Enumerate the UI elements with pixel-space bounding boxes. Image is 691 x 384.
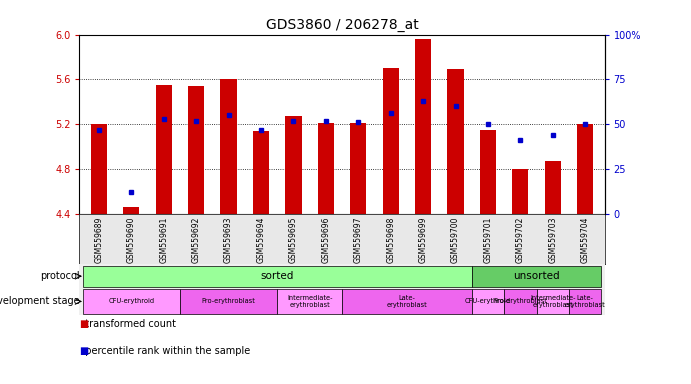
Bar xyxy=(569,288,601,314)
Text: Intermediate-
erythroblast: Intermediate- erythroblast xyxy=(287,295,332,308)
Text: Pro-erythroblast: Pro-erythroblast xyxy=(202,298,256,305)
Bar xyxy=(472,288,504,314)
Text: GSM559699: GSM559699 xyxy=(419,217,428,263)
Text: Pro-erythroblast: Pro-erythroblast xyxy=(493,298,547,305)
Bar xyxy=(472,266,601,287)
Text: transformed count: transformed count xyxy=(79,319,176,329)
Bar xyxy=(415,39,431,214)
Bar xyxy=(253,131,269,214)
Bar xyxy=(577,124,594,214)
Bar xyxy=(155,85,172,214)
Bar xyxy=(188,86,205,214)
Bar xyxy=(512,169,529,214)
Text: Intermediate-
erythroblast: Intermediate- erythroblast xyxy=(530,295,576,308)
Text: ■: ■ xyxy=(79,319,88,329)
Bar xyxy=(285,116,301,214)
Text: protocol: protocol xyxy=(40,271,79,281)
Text: GSM559701: GSM559701 xyxy=(484,217,493,263)
Text: ■: ■ xyxy=(79,346,88,356)
Text: GSM559692: GSM559692 xyxy=(191,217,200,263)
Text: GSM559696: GSM559696 xyxy=(321,217,330,263)
Text: GSM559690: GSM559690 xyxy=(127,217,136,263)
Text: GSM559703: GSM559703 xyxy=(548,217,557,263)
Text: unsorted: unsorted xyxy=(513,271,560,281)
Text: GSM559698: GSM559698 xyxy=(386,217,395,263)
Text: CFU-erythroid: CFU-erythroid xyxy=(108,298,154,305)
Bar xyxy=(318,123,334,214)
Text: GSM559691: GSM559691 xyxy=(159,217,168,263)
Text: GSM559697: GSM559697 xyxy=(354,217,363,263)
Bar xyxy=(277,288,342,314)
Bar xyxy=(123,207,140,214)
Bar xyxy=(180,288,277,314)
Bar xyxy=(383,68,399,214)
Text: GSM559704: GSM559704 xyxy=(580,217,589,263)
Text: sorted: sorted xyxy=(261,271,294,281)
Bar xyxy=(342,288,472,314)
Text: percentile rank within the sample: percentile rank within the sample xyxy=(79,346,251,356)
Bar xyxy=(504,288,536,314)
Bar xyxy=(91,124,107,214)
Text: GSM559702: GSM559702 xyxy=(516,217,525,263)
Bar xyxy=(220,79,237,214)
Bar xyxy=(83,266,472,287)
Text: GSM559694: GSM559694 xyxy=(256,217,265,263)
Text: development stage: development stage xyxy=(0,296,79,306)
Bar xyxy=(83,288,180,314)
Text: GSM559689: GSM559689 xyxy=(95,217,104,263)
Text: Late-
erythroblast: Late- erythroblast xyxy=(386,295,427,308)
Bar xyxy=(480,130,496,214)
Text: GSM559693: GSM559693 xyxy=(224,217,233,263)
Text: GSM559695: GSM559695 xyxy=(289,217,298,263)
Text: CFU-erythroid: CFU-erythroid xyxy=(465,298,511,305)
Bar xyxy=(447,70,464,214)
Bar xyxy=(536,288,569,314)
Bar xyxy=(545,161,561,214)
Text: Late-
erythroblast: Late- erythroblast xyxy=(565,295,605,308)
Text: GSM559700: GSM559700 xyxy=(451,217,460,263)
Title: GDS3860 / 206278_at: GDS3860 / 206278_at xyxy=(265,18,419,32)
Bar xyxy=(350,123,366,214)
